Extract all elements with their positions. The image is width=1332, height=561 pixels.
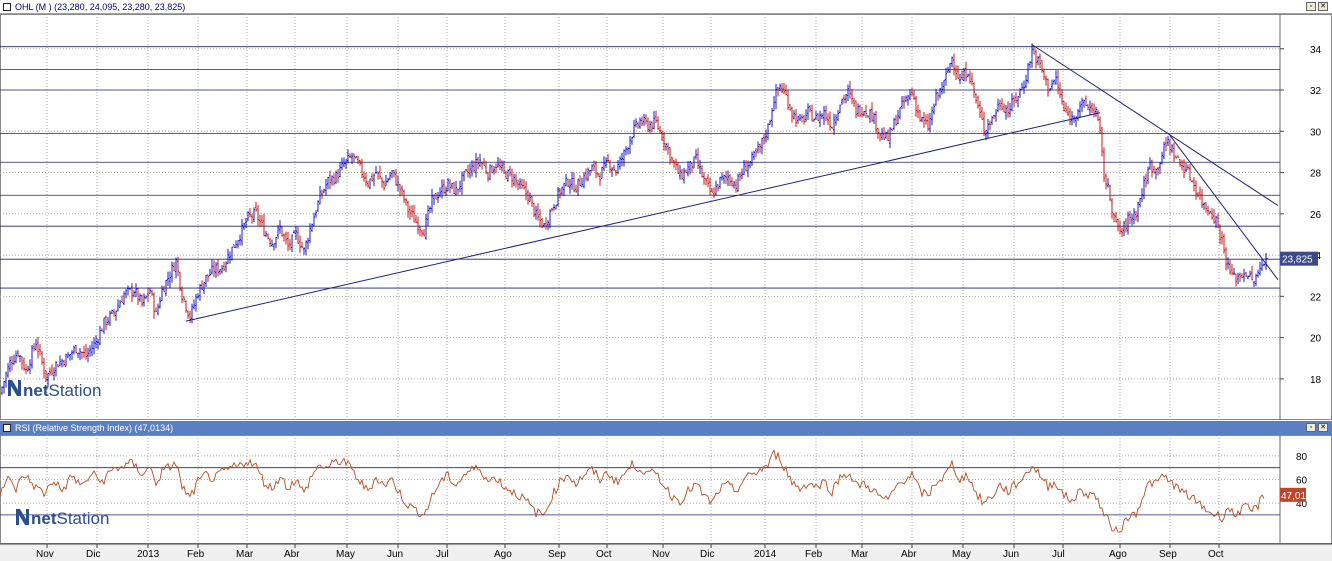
price-tick-label-20: 20 (1310, 334, 1322, 345)
price-tick-label-34: 34 (1310, 45, 1322, 56)
restore-icon[interactable]: ▫ (1306, 2, 1316, 11)
netstation-logo: netStation (16, 509, 109, 528)
rsi-chart[interactable]: 40 60 80 47,01 netStation Nov Dic 2013 Feb Mar Abr… (0, 435, 1332, 561)
rsi-last-value-text: 47,01 (1281, 491, 1306, 502)
time-tick-label-19: Jun (1003, 549, 1019, 560)
rsi-panel-header: RSI (Relative Strength Index) (47,0134) … (0, 421, 1332, 435)
price-tick-label-22: 22 (1310, 292, 1322, 303)
time-tick-label-18: May (952, 549, 971, 560)
trend-line-0 (185, 112, 1101, 322)
close-icon[interactable]: ✕ (1318, 423, 1328, 432)
time-tick-label-7: Jun (387, 549, 403, 560)
price-tick-label-30: 30 (1310, 127, 1322, 138)
netstation-logo-text: netStation (31, 509, 109, 528)
time-tick-label-3: Feb (187, 549, 205, 560)
rsi-tick-label-40: 40 (1296, 499, 1308, 510)
time-tick-label-20: Jul (1052, 549, 1065, 560)
time-tick-label-23: Oct (1208, 549, 1224, 560)
time-tick-label-0: Nov (36, 549, 54, 560)
time-tick-label-2: 2013 (137, 549, 160, 560)
logo-text-bold: net (31, 509, 57, 528)
price-chart-frame (0, 14, 1332, 420)
time-tick-label-8: Jul (436, 549, 449, 560)
price-panel-header: OHL (M ) (23,280, 24,095, 23,280, 23,825… (0, 0, 1332, 14)
rsi-panel-title: RSI (Relative Strength Index) (47,0134) (15, 423, 174, 433)
netstation-logo-icon (16, 509, 29, 525)
restore-icon[interactable]: ▫ (1306, 423, 1316, 432)
price-tick-label-18: 18 (1310, 375, 1322, 386)
rsi-tick-label-60: 60 (1296, 475, 1308, 486)
price-panel-title: OHL (M ) (23,280, 24,095, 23,280, 23,825… (15, 1, 186, 12)
time-tick-label-4: Mar (236, 549, 254, 560)
time-tick-label-13: Dic (700, 549, 714, 560)
time-tick-label-11: Oct (596, 549, 612, 560)
close-icon[interactable]: ✕ (1318, 2, 1328, 11)
rsi-last-value-bg (1280, 487, 1306, 502)
rsi-tick-label-80: 80 (1296, 452, 1308, 463)
time-tick-label-6: May (336, 549, 355, 560)
price-tick-label-32: 32 (1310, 86, 1322, 97)
price-tick-label-26: 26 (1310, 210, 1322, 221)
time-tick-label-1: Dic (86, 549, 100, 560)
time-tick-label-17: Abr (901, 549, 917, 560)
time-tick-label-22: Sep (1159, 549, 1177, 560)
time-tick-label-16: Mar (851, 549, 869, 560)
rsi-last-value-label: 47,01 (1280, 487, 1306, 502)
trend-line-1 (1031, 44, 1279, 206)
trend-line-2 (1169, 135, 1279, 281)
time-tick-label-10: Sep (548, 549, 566, 560)
ohlc-bars (1, 43, 1268, 395)
time-tick-label-12: Nov (652, 549, 670, 560)
logo-text-light: Station (57, 509, 110, 528)
window-menu-icon[interactable] (3, 2, 11, 11)
last-price-label-text: 23,825 (1282, 255, 1313, 266)
time-tick-label-9: Ago (494, 549, 512, 560)
last-price-label: 23,825 (1280, 251, 1318, 266)
time-tick-label-15: Feb (805, 549, 823, 560)
logo-text-light: Station (49, 381, 102, 400)
logo-text-bold: net (23, 381, 49, 400)
netstation-logo: netStation (8, 380, 101, 400)
last-price-label-bg (1280, 251, 1318, 266)
time-axis-bg (0, 544, 1332, 561)
time-tick-label-21: Ago (1109, 549, 1127, 560)
netstation-logo-text: netStation (23, 381, 101, 400)
time-tick-label-5: Abr (284, 549, 300, 560)
time-tick-label-14: 2014 (754, 549, 777, 560)
price-tick-label-28: 28 (1310, 169, 1322, 180)
rsi-series-line (0, 449, 1265, 533)
netstation-logo-icon (8, 380, 21, 396)
window-menu-icon[interactable] (3, 424, 11, 432)
